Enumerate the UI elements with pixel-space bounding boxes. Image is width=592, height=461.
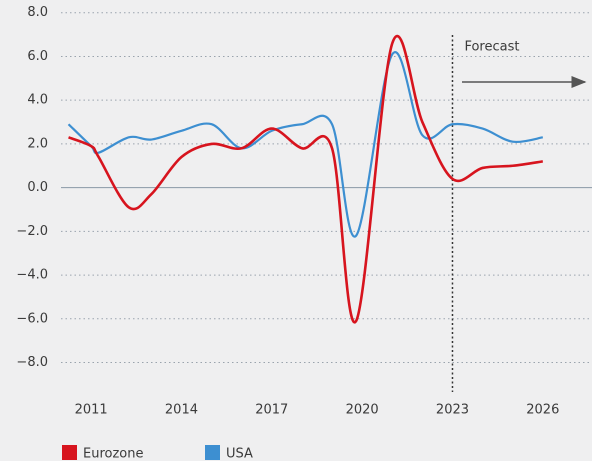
y-tick-label: −6.0 [16,311,48,326]
y-tick-label: 6.0 [27,49,48,64]
y-tick-label: 0.0 [27,180,48,195]
x-tick-label: 2020 [346,403,379,418]
annotation: Forecast [464,40,519,55]
x-tick-label: 2026 [526,403,559,418]
legend-swatch [62,445,77,460]
x-tick-label: 2023 [436,403,469,418]
y-tick-label: −4.0 [16,268,48,283]
y-tick-label: −8.0 [16,355,48,370]
series-line [68,34,544,324]
y-tick-label: 2.0 [27,136,48,151]
legend-label: USA [226,447,253,461]
x-tick-label: 2011 [75,403,108,418]
legend-label: Eurozone [83,447,143,461]
y-tick-label: 8.0 [27,5,48,20]
x-tick-label: 2014 [165,403,198,418]
legend-swatch [205,445,220,460]
y-tick-label: −2.0 [16,224,48,239]
series-line [67,51,544,238]
y-tick-label: 4.0 [27,93,48,108]
x-tick-label: 2017 [255,403,288,418]
